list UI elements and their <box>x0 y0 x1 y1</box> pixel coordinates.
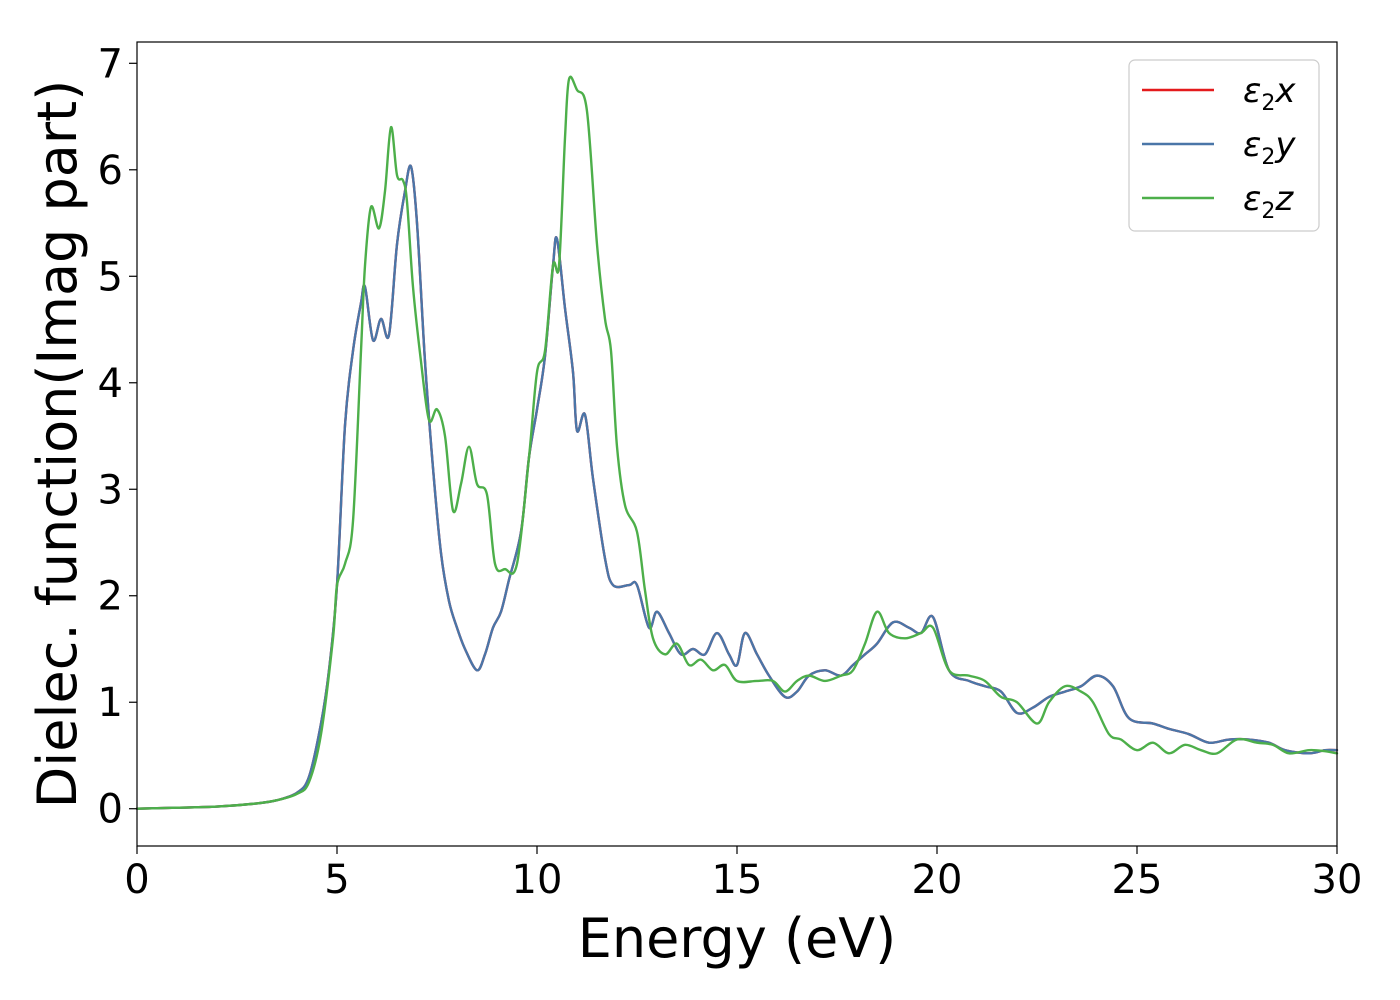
y-tick-label: 1 <box>98 680 123 726</box>
x-tick-label: 5 <box>324 857 349 903</box>
x-tick-label: 25 <box>1112 857 1163 903</box>
series-line-eps2y <box>135 164 1339 810</box>
series-layer <box>135 75 1339 810</box>
y-tick-label: 5 <box>98 254 123 300</box>
y-tick-label: 4 <box>98 361 123 407</box>
x-tick-label: 10 <box>512 857 563 903</box>
x-axis-label: Energy (eV) <box>578 907 897 970</box>
x-tick-label: 15 <box>712 857 763 903</box>
x-tick-label: 0 <box>124 857 149 903</box>
legend-label-z: ε2z <box>1243 179 1294 224</box>
x-tick-label: 20 <box>912 857 963 903</box>
legend-label-y: ε2y <box>1243 125 1296 170</box>
y-tick-label: 2 <box>98 574 123 620</box>
series-line-eps2z <box>135 75 1339 810</box>
x-tick-label: 30 <box>1312 857 1363 903</box>
y-tick-label: 6 <box>98 148 123 194</box>
y-tick-label: 0 <box>98 787 123 833</box>
legend-box <box>1128 59 1320 232</box>
y-tick-label: 3 <box>98 467 123 513</box>
y-tick-label: 7 <box>98 41 123 87</box>
y-axis-label: Dielec. function(Imag part) <box>26 80 89 809</box>
x-axis: 0 5 10 15 20 25 30 <box>124 846 1362 903</box>
y-axis: 0 1 2 3 4 5 6 7 <box>98 41 137 833</box>
legend: ε2x ε2y ε2z <box>1128 59 1320 232</box>
legend-label-x: ε2x <box>1243 71 1296 116</box>
